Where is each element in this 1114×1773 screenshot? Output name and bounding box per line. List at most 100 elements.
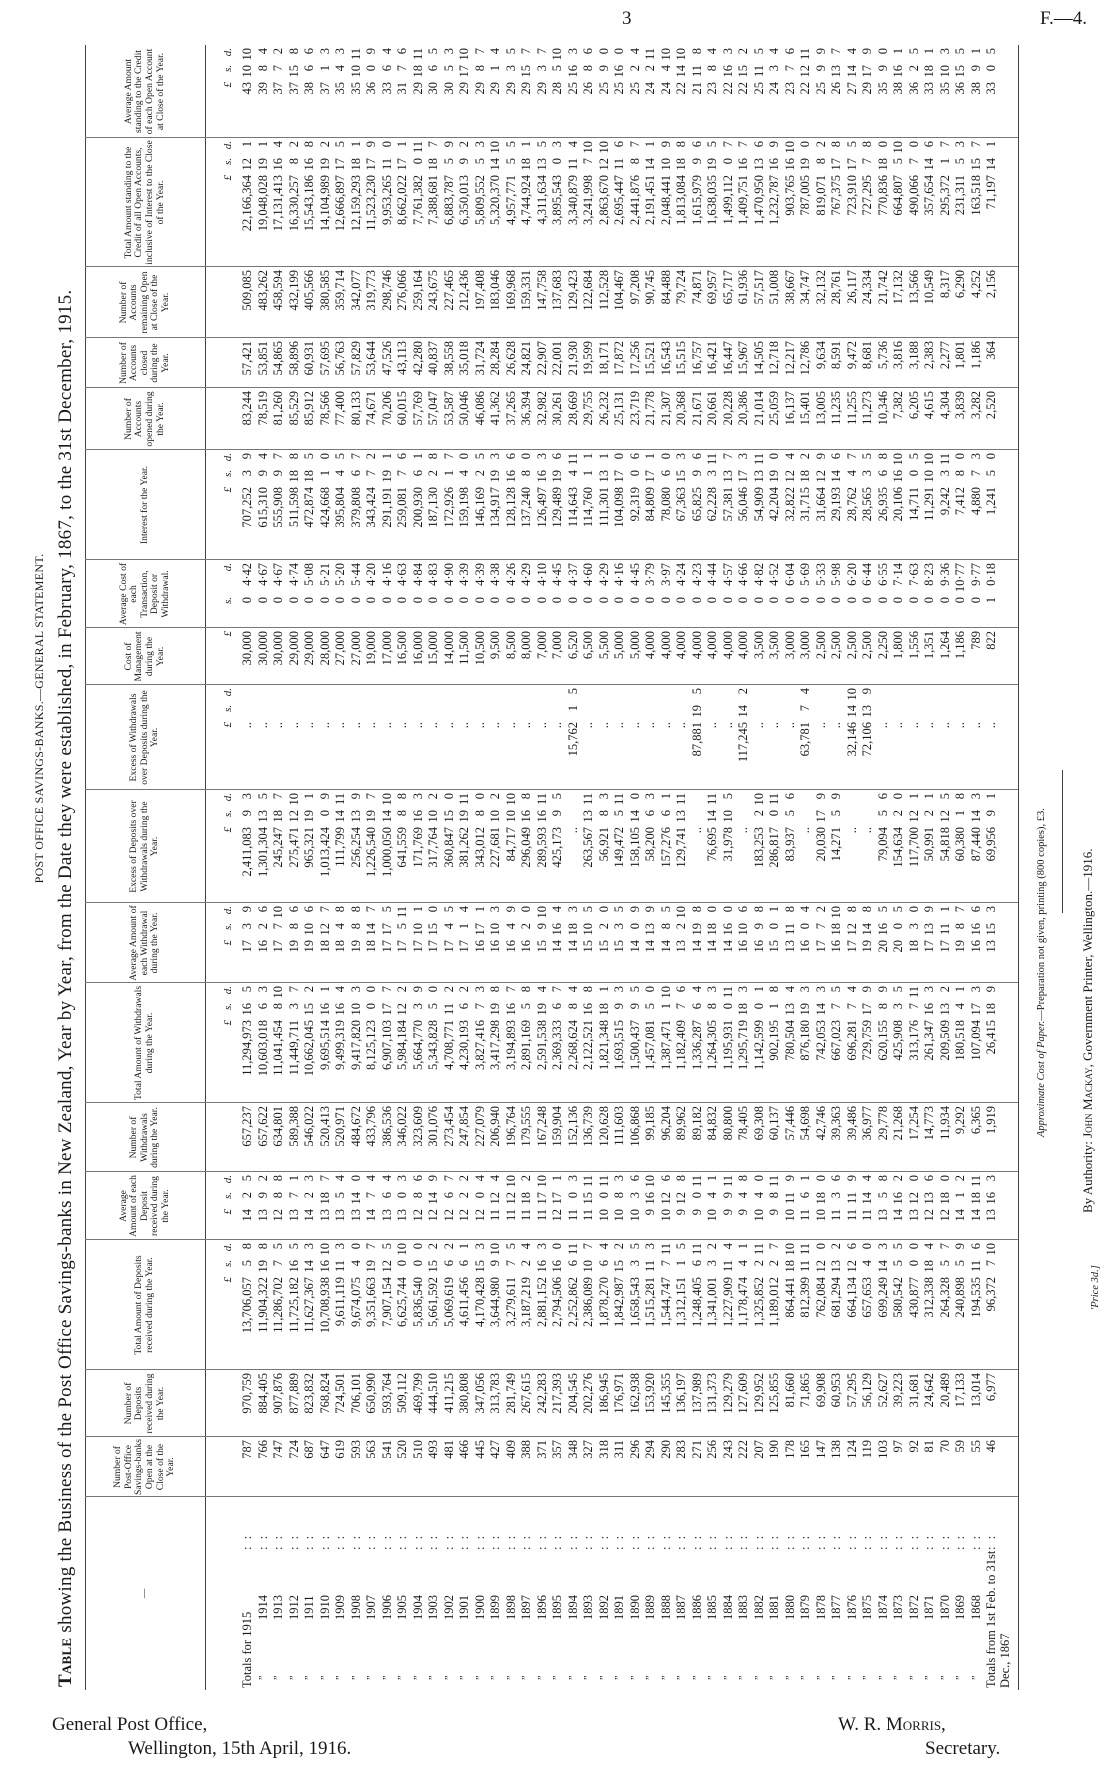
cell-transaction-cost: 0 4·45 xyxy=(550,560,566,628)
shillings: 3 xyxy=(705,470,719,477)
pounds: 4,230,193 xyxy=(457,1020,471,1070)
pence: 9 xyxy=(658,141,673,148)
cell-deposits-count: 127,609 xyxy=(736,1370,752,1437)
pounds: 25 xyxy=(612,82,626,95)
shillings: 0 xyxy=(767,597,781,604)
value: 84,488 xyxy=(658,270,673,305)
cell-deposits-total: 812,399 11 11 xyxy=(798,1240,814,1370)
pounds: .. xyxy=(984,722,998,729)
pence: 2 xyxy=(302,986,316,993)
pence: 4 xyxy=(596,1243,611,1250)
pence: 4 xyxy=(565,986,580,993)
cell-deposits-count: 81,660 xyxy=(783,1370,799,1437)
pounds: 22 xyxy=(720,82,735,95)
value: 21,307 xyxy=(658,391,673,426)
cell-credit-average: 22 16 3 xyxy=(721,45,737,138)
shillings: 0 xyxy=(751,597,766,604)
pounds: 10 xyxy=(813,1209,828,1222)
cell-transaction-cost: 0 4·67 xyxy=(271,560,287,628)
cell-credit-average: 33 6 4 xyxy=(380,45,396,138)
cell-management-cost: 15,000 xyxy=(426,628,442,685)
pence: 2 xyxy=(441,1243,456,1250)
pence: 1 xyxy=(317,986,332,993)
shillings xyxy=(783,705,799,722)
cell-excess-deposits: 149,472 5 11 xyxy=(612,790,628,903)
cell-withdrawals-total: 1,264,305 8 3 xyxy=(705,983,721,1103)
cell-excess-withdrawals: .. xyxy=(395,685,411,790)
cell-accounts-closed: 8,591 xyxy=(829,338,845,388)
year-label: 1897 xyxy=(519,1595,533,1620)
value: 3,188 xyxy=(906,341,921,370)
shillings: 17 xyxy=(395,158,409,171)
pence: 8 xyxy=(395,793,409,800)
cell-credit-average: 31 7 6 xyxy=(395,45,411,138)
shillings: 6 xyxy=(457,1260,471,1267)
cell-credit-total: 1,813,084 18 8 xyxy=(674,138,690,267)
pounds: .. xyxy=(798,827,812,834)
pounds: 9,953,265 xyxy=(379,175,394,225)
pence: 0 xyxy=(441,793,456,800)
shillings: 6 xyxy=(875,470,890,477)
cell-credit-average: 22 15 2 xyxy=(736,45,752,138)
cell-deposit-average: 14 1 2 xyxy=(953,1172,969,1240)
pounds: 9 xyxy=(720,1209,735,1216)
value: 619 xyxy=(333,1440,347,1459)
value: 359,714 xyxy=(333,270,347,311)
cell-deposits-count: 907,876 xyxy=(271,1370,287,1437)
cell-withdrawals-total: 11,294,973 16 5 xyxy=(240,983,256,1103)
pence: 8 xyxy=(519,986,533,993)
pounds: 14 xyxy=(968,1209,983,1222)
shillings: 12 xyxy=(395,1003,409,1016)
cell-withdrawal-average: 20 0 5 xyxy=(891,903,907,983)
year-label: 1906 xyxy=(379,1595,394,1620)
pounds: 15,762 xyxy=(565,722,580,757)
column-header-text: Number of Deposits received during the Y… xyxy=(122,1373,166,1434)
value: 657,622 xyxy=(255,1106,270,1147)
cell-management-cost: 789 xyxy=(969,628,985,685)
shillings: 12 xyxy=(782,470,797,483)
shillings xyxy=(473,705,489,722)
row-label: 1888 xyxy=(659,1497,675,1690)
pounds: .. xyxy=(426,722,440,729)
cell-credit-average: 33 0 5 xyxy=(984,45,1000,138)
table-row: 1882207129,9521,325,852211104069,3081,14… xyxy=(752,0,768,1773)
pounds: 67,363 xyxy=(674,487,688,522)
cell-interest: 424,668 1 0 xyxy=(318,450,334,560)
shillings: 3 xyxy=(829,1192,843,1199)
pounds: 137,240 xyxy=(519,487,533,528)
value: 2,250 xyxy=(875,631,890,660)
value: 14,000 xyxy=(441,631,456,666)
cell-withdrawals-count: 301,076 xyxy=(426,1103,442,1172)
cell-accounts-closed: 364 xyxy=(984,338,1000,388)
value: 20,661 xyxy=(705,391,719,426)
pence: 3 xyxy=(705,986,719,993)
shillings: 6 xyxy=(658,810,673,817)
cell-withdrawals-count: 42,746 xyxy=(814,1103,830,1172)
pounds: 13 xyxy=(379,1209,394,1222)
cell-deposits-total: 1,325,852 2 11 xyxy=(752,1240,768,1370)
cell-accounts-opened: 32,982 xyxy=(535,388,551,450)
cell-interest: 54,909 13 11 xyxy=(752,450,768,560)
cell-accounts-opened: 36,394 xyxy=(519,388,535,450)
cell-deposits-count: 39,223 xyxy=(891,1370,907,1437)
value: 4,252 xyxy=(968,270,983,299)
cell-credit-total: 1,470,950 13 6 xyxy=(752,138,768,267)
pence: 9 xyxy=(627,906,642,913)
shillings: 15 xyxy=(472,1260,487,1273)
pounds: 727,295 xyxy=(860,175,874,216)
value: 57,421 xyxy=(240,341,254,376)
cell-management-cost: 29,000 xyxy=(287,628,303,685)
shillings xyxy=(674,705,690,722)
table-row: 1906541593,7647,907,1541251364386,5366,9… xyxy=(380,0,396,1773)
cell-excess-withdrawals: .. xyxy=(287,685,303,790)
pounds: 767,375 xyxy=(829,175,843,216)
value: 29,000 xyxy=(302,631,316,666)
table-row: 1885256131,3731,341,00132104184,8321,264… xyxy=(705,0,721,1773)
pounds: 31,664 xyxy=(813,487,828,522)
value: 409 xyxy=(503,1440,518,1459)
value: 202,276 xyxy=(581,1373,595,1414)
cell-accounts-closed: 42,280 xyxy=(411,338,427,388)
table-row: 1908593706,1019,674,0754013140484,6729,4… xyxy=(349,0,365,1773)
cell-deposit-average: 13 7 1 xyxy=(287,1172,303,1240)
cell-credit-average: 35 10 3 xyxy=(938,45,954,138)
